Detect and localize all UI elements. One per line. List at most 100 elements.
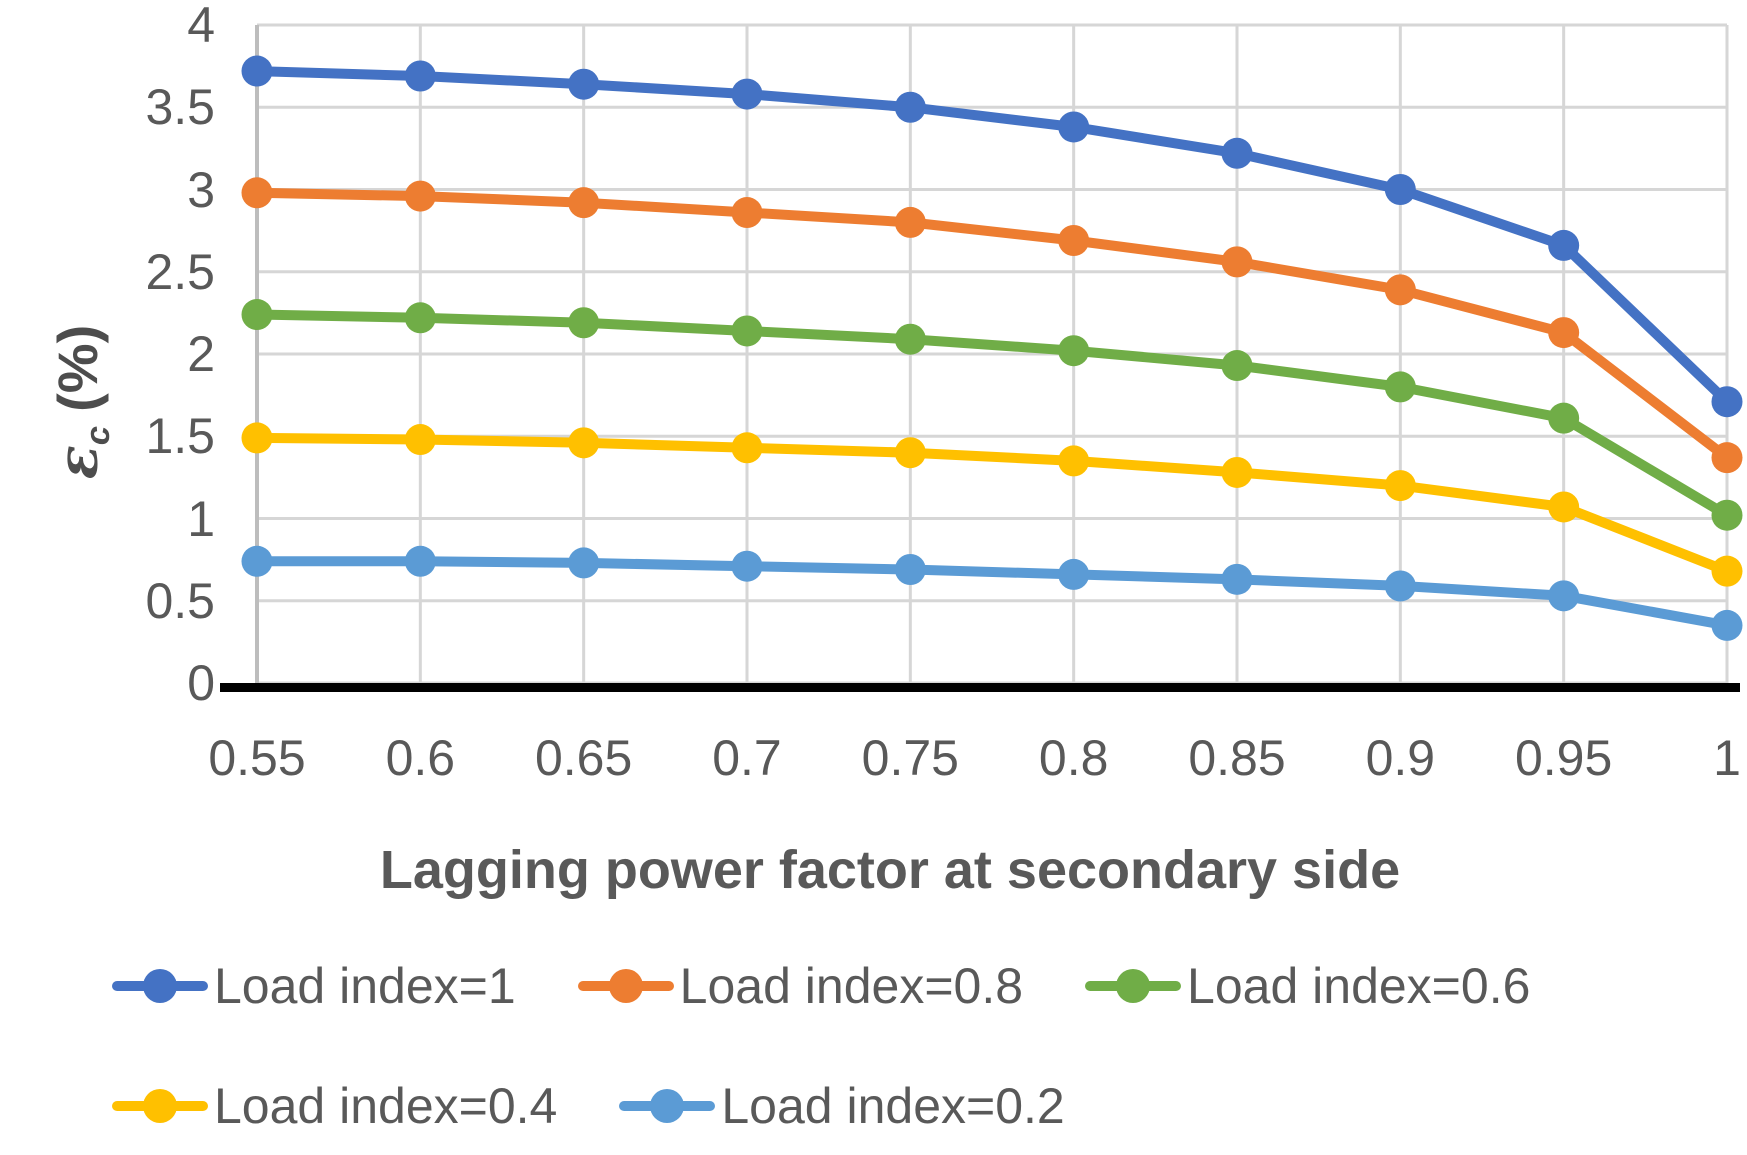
data-point-Load index=0.8 — [568, 187, 600, 219]
legend-marker-dot-icon — [1116, 969, 1151, 1003]
data-point-Load index=0.4 — [1711, 555, 1743, 587]
series-line-Load index=0.6 — [252, 309, 1732, 521]
data-point-Load index=0.8 — [894, 206, 926, 238]
data-point-Load index=0.6 — [1221, 350, 1253, 382]
x-tick-label: 0.9 — [1365, 730, 1436, 786]
x-tick-label: 0.85 — [1188, 730, 1286, 786]
data-point-Load index=1 — [241, 55, 273, 87]
data-point-Load index=1 — [1221, 137, 1253, 169]
series-line-Load index=0.8 — [252, 187, 1732, 463]
data-point-Load index=0.2 — [1221, 563, 1253, 595]
y-tick-label: 0.5 — [145, 572, 215, 629]
data-point-Load index=0.8 — [404, 180, 436, 212]
x-tick-label: 1 — [1713, 730, 1741, 786]
legend-label: Load index=1 — [214, 958, 516, 1014]
legend-label: Load index=0.2 — [721, 1078, 1065, 1134]
legend-marker-icon — [112, 969, 208, 1003]
y-axis-unit: (%) — [46, 324, 109, 412]
y-tick-label: 2 — [187, 326, 215, 382]
series-line-Load index=0.2 — [252, 556, 1732, 631]
epsilon-symbol: ε — [45, 445, 111, 480]
data-point-Load index=0.6 — [241, 299, 273, 331]
data-point-Load index=0.4 — [1548, 491, 1580, 523]
data-point-Load index=1 — [731, 78, 763, 110]
series-line-Load index=1 — [252, 66, 1732, 407]
data-point-Load index=0.2 — [1711, 609, 1743, 641]
data-point-Load index=0.6 — [568, 307, 600, 339]
x-tick-label: 0.65 — [534, 730, 633, 786]
data-point-Load index=0.4 — [241, 422, 273, 454]
legend-item-Load index=1: Load index=1 — [112, 957, 516, 1015]
x-tick-label: 0.8 — [1038, 730, 1109, 786]
legend-marker-icon — [1085, 969, 1182, 1003]
data-point-Load index=0.6 — [731, 315, 763, 347]
y-tick-label: 4 — [187, 0, 215, 53]
data-point-Load index=0.4 — [731, 432, 763, 464]
x-axis-title: Lagging power factor at secondary side — [379, 840, 1401, 900]
legend-marker-dot-icon — [143, 969, 177, 1003]
y-tick-label: 3.5 — [145, 79, 215, 136]
legend-item-Load index=0.8: Load index=0.8 — [577, 957, 1024, 1015]
legend-row: Load index=0.4 Load index=0.2 — [112, 1070, 1065, 1142]
x-tick-label: 0.7 — [712, 730, 782, 786]
data-point-Load index=0.2 — [404, 545, 436, 577]
data-point-Load index=0.2 — [1058, 558, 1090, 590]
epsilon-subscript: c — [79, 425, 118, 446]
data-point-Load index=0.2 — [1548, 580, 1580, 612]
legend-marker-icon — [577, 969, 674, 1003]
data-point-Load index=0.6 — [1711, 499, 1743, 531]
data-point-Load index=0.4 — [894, 437, 926, 469]
data-point-Load index=0.8 — [1711, 442, 1743, 474]
data-point-Load index=0.6 — [1058, 335, 1090, 367]
y-tick-label: 1 — [187, 490, 215, 547]
data-point-Load index=0.8 — [1384, 274, 1416, 306]
data-point-Load index=0.4 — [1058, 445, 1090, 477]
data-point-Load index=1 — [568, 68, 600, 100]
data-point-Load index=0.6 — [404, 302, 436, 334]
data-point-Load index=0.6 — [1384, 371, 1416, 403]
data-point-Load index=0.8 — [1058, 224, 1090, 256]
y-axis-title: εc (%) — [38, 142, 118, 662]
data-point-Load index=0.8 — [731, 197, 763, 229]
data-point-Load index=1 — [1548, 229, 1580, 261]
y-tick-label: 1.5 — [145, 408, 215, 465]
legend-label: Load index=0.4 — [214, 1078, 558, 1134]
legend-item-Load index=0.4: Load index=0.4 — [112, 1077, 557, 1135]
data-point-Load index=0.4 — [1221, 456, 1253, 488]
legend-marker-dot-icon — [650, 1089, 685, 1123]
legend-row: Load index=1 Load index=0.8 Load index=0.6 — [112, 950, 1530, 1022]
data-point-Load index=1 — [1711, 386, 1743, 418]
data-point-Load index=0.2 — [731, 550, 763, 582]
data-point-Load index=0.2 — [241, 545, 273, 577]
legend-item-Load index=0.6: Load index=0.6 — [1085, 957, 1530, 1015]
data-point-Load index=0.6 — [1548, 402, 1580, 434]
legend-label: Load index=0.8 — [679, 958, 1024, 1014]
x-tick-label: 0.6 — [385, 730, 456, 786]
data-point-Load index=1 — [1058, 111, 1090, 143]
y-tick-label: 3 — [187, 161, 215, 218]
data-point-Load index=0.8 — [241, 177, 273, 209]
legend-marker-icon — [112, 1089, 208, 1123]
data-point-Load index=0.2 — [1384, 570, 1416, 602]
data-point-Load index=0.2 — [894, 553, 926, 585]
data-point-Load index=1 — [894, 91, 926, 123]
data-point-Load index=0.4 — [568, 427, 600, 459]
data-point-Load index=0.8 — [1548, 317, 1580, 349]
legend-marker-dot-icon — [608, 969, 643, 1003]
data-point-Load index=0.8 — [1221, 246, 1253, 278]
legend-label: Load index=0.6 — [1187, 958, 1531, 1014]
data-point-Load index=0.4 — [404, 424, 436, 456]
data-point-Load index=0.6 — [894, 323, 926, 355]
legend-marker-dot-icon — [143, 1089, 177, 1123]
data-point-Load index=1 — [1384, 174, 1416, 205]
x-tick-label: 0.55 — [208, 730, 306, 786]
legend-marker-icon — [619, 1089, 716, 1123]
legend-item-Load index=0.2: Load index=0.2 — [619, 1077, 1065, 1135]
x-tick-label: 0.75 — [861, 730, 959, 786]
data-point-Load index=1 — [404, 60, 436, 92]
y-tick-label: 2.5 — [145, 243, 215, 300]
plot-area — [220, 23, 1743, 692]
y-tick-label: 0 — [187, 655, 215, 711]
series-line-Load index=0.4 — [252, 432, 1732, 577]
